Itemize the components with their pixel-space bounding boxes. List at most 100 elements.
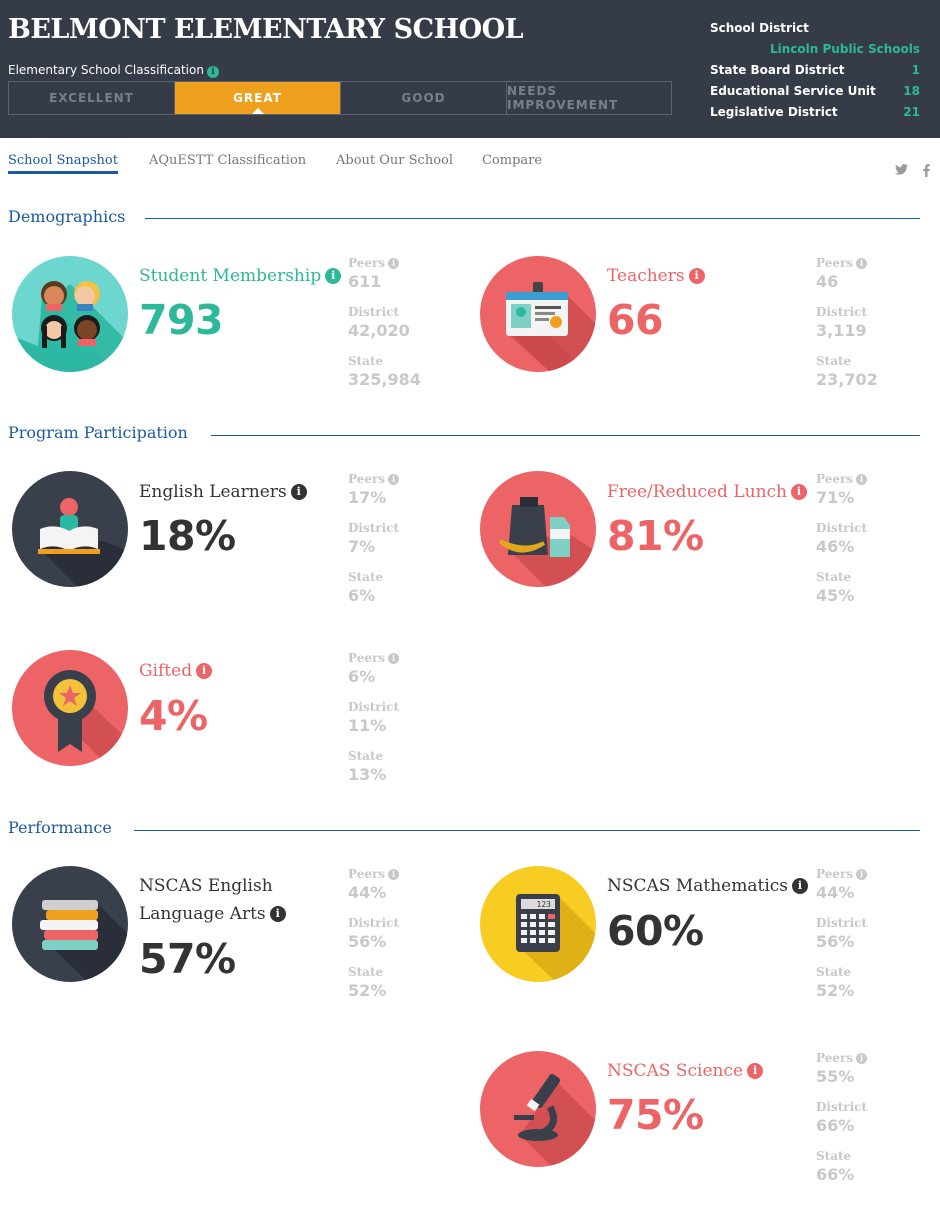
peers-label: Peers i — [816, 470, 916, 488]
peers-value: 6% — [348, 667, 376, 686]
twitter-icon[interactable] — [895, 164, 908, 179]
info-icon[interactable]: i — [290, 484, 307, 500]
nscas-science-label: NSCAS Science i — [607, 1057, 764, 1085]
state-label: State — [816, 965, 852, 979]
info-icon[interactable]: i — [856, 474, 868, 485]
tab-aquestt-classification[interactable]: AQuESTT Classification — [149, 153, 307, 168]
peers-label-text: Peers — [816, 472, 854, 486]
district-label: District — [348, 916, 399, 930]
peers-label-text: Peers — [816, 256, 854, 270]
section-demographics-title: Demographics — [8, 207, 126, 226]
info-icon[interactable]: i — [388, 653, 400, 664]
info-icon[interactable]: i — [856, 869, 868, 880]
peers-label: Peers i — [348, 649, 448, 667]
info-icon[interactable]: i — [196, 663, 213, 679]
district-value: 56% — [816, 932, 855, 951]
info-icon[interactable]: i — [388, 258, 400, 269]
district-value: 66% — [816, 1116, 855, 1135]
award-icon — [12, 650, 128, 766]
info-icon[interactable]: i — [791, 484, 807, 500]
peers-label: Peers i — [816, 1049, 916, 1067]
peers-value: 44% — [816, 883, 855, 902]
nscas-ela-label: NSCAS English Language Arts i — [139, 872, 286, 928]
nscas-math-label-text: NSCAS Mathematics — [607, 876, 789, 896]
school-district-value-row: Lincoln Public Schools — [710, 38, 920, 59]
state-label: State — [348, 570, 384, 584]
district-value: 7% — [348, 537, 376, 556]
peers-label-text: Peers — [348, 472, 386, 486]
student-membership-label-text: Student Membership — [139, 266, 322, 286]
info-icon[interactable]: i — [206, 66, 219, 78]
peers-label-text: Peers — [348, 651, 386, 665]
teachers-compare: Peers i 46 District 3,119 State 23,702 — [816, 254, 916, 401]
state-label: State — [348, 749, 384, 763]
nscas-ela-compare: Peers i 44% District 56% State 52% — [348, 865, 448, 1012]
peers-label-text: Peers — [816, 867, 854, 881]
gifted-value: 4% — [139, 692, 208, 740]
tab-about-our-school[interactable]: About Our School — [336, 153, 454, 168]
info-icon[interactable]: i — [856, 1053, 868, 1064]
facebook-icon[interactable] — [923, 164, 930, 181]
district-value: 11% — [348, 716, 387, 735]
state-board-row: State Board District 1 — [710, 59, 920, 80]
state-value: 13% — [348, 765, 387, 784]
nscas-ela-value: 57% — [139, 935, 236, 983]
legislative-label: Legislative District — [710, 104, 838, 119]
district-label: District — [348, 700, 399, 714]
header: BELMONT ELEMENTARY SCHOOL Elementary Sch… — [0, 0, 940, 138]
peers-value: 55% — [816, 1067, 855, 1086]
district-label: District — [816, 521, 867, 535]
school-name: BELMONT ELEMENTARY SCHOOL — [8, 14, 524, 45]
info-icon[interactable]: i — [856, 258, 868, 269]
info-icon[interactable]: i — [388, 474, 400, 485]
english-learners-compare: Peers i 17% District 7% State 6% — [348, 470, 448, 617]
district-value: 46% — [816, 537, 855, 556]
info-icon[interactable]: i — [325, 268, 342, 284]
peers-label: Peers i — [348, 470, 448, 488]
info-icon[interactable]: i — [792, 878, 809, 894]
info-icon[interactable]: i — [269, 906, 286, 922]
info-icon[interactable]: i — [388, 869, 400, 880]
info-icon[interactable]: i — [747, 1063, 764, 1079]
teachers-label-text: Teachers — [607, 266, 685, 286]
state-label: State — [348, 965, 384, 979]
nscas-math-value: 60% — [607, 907, 704, 955]
school-district-label: School District — [710, 20, 809, 35]
nscas-science-value: 75% — [607, 1091, 704, 1139]
state-value: 45% — [816, 586, 855, 605]
english-learners-value: 18% — [139, 512, 236, 560]
info-icon[interactable]: i — [688, 268, 705, 284]
tab-compare[interactable]: Compare — [482, 153, 543, 168]
gifted-label: Gifted i — [139, 657, 213, 685]
esu-value: 18 — [903, 83, 920, 98]
state-board-label: State Board District — [710, 62, 845, 77]
state-value: 52% — [816, 981, 855, 1000]
classification-excellent[interactable]: EXCELLENT — [9, 82, 175, 114]
state-label: State — [816, 1149, 852, 1163]
esu-label: Educational Service Unit — [710, 83, 876, 98]
classification-good[interactable]: GOOD — [341, 82, 507, 114]
state-value: 6% — [348, 586, 376, 605]
section-divider — [211, 435, 920, 436]
books-icon — [12, 866, 128, 982]
classification-great[interactable]: GREAT — [175, 82, 341, 114]
legislative-row: Legislative District 21 — [710, 101, 920, 122]
peers-value: 44% — [348, 883, 387, 902]
district-label: District — [816, 1100, 867, 1114]
peers-value: 71% — [816, 488, 855, 507]
calculator-icon: 123 — [480, 866, 596, 982]
classification-label-text: Elementary School Classification — [8, 63, 204, 77]
section-program-title: Program Participation — [8, 423, 188, 442]
legislative-value: 21 — [903, 104, 920, 119]
free-reduced-lunch-label: Free/Reduced Lunch i — [607, 478, 807, 506]
free-reduced-lunch-value: 81% — [607, 512, 704, 560]
classification-needs-improvement[interactable]: NEEDS IMPROVEMENT — [507, 84, 619, 112]
classification-label: Elementary School Classification i — [8, 63, 219, 78]
school-district-value[interactable]: Lincoln Public Schools — [770, 41, 920, 56]
district-value: 3,119 — [816, 321, 867, 340]
nscas-science-compare: Peers i 55% District 66% State 66% — [816, 1049, 916, 1196]
state-value: 23,702 — [816, 370, 878, 389]
student-membership-label: Student Membership i — [139, 262, 342, 290]
tab-school-snapshot[interactable]: School Snapshot — [8, 153, 118, 174]
teachers-value: 66 — [607, 296, 664, 344]
